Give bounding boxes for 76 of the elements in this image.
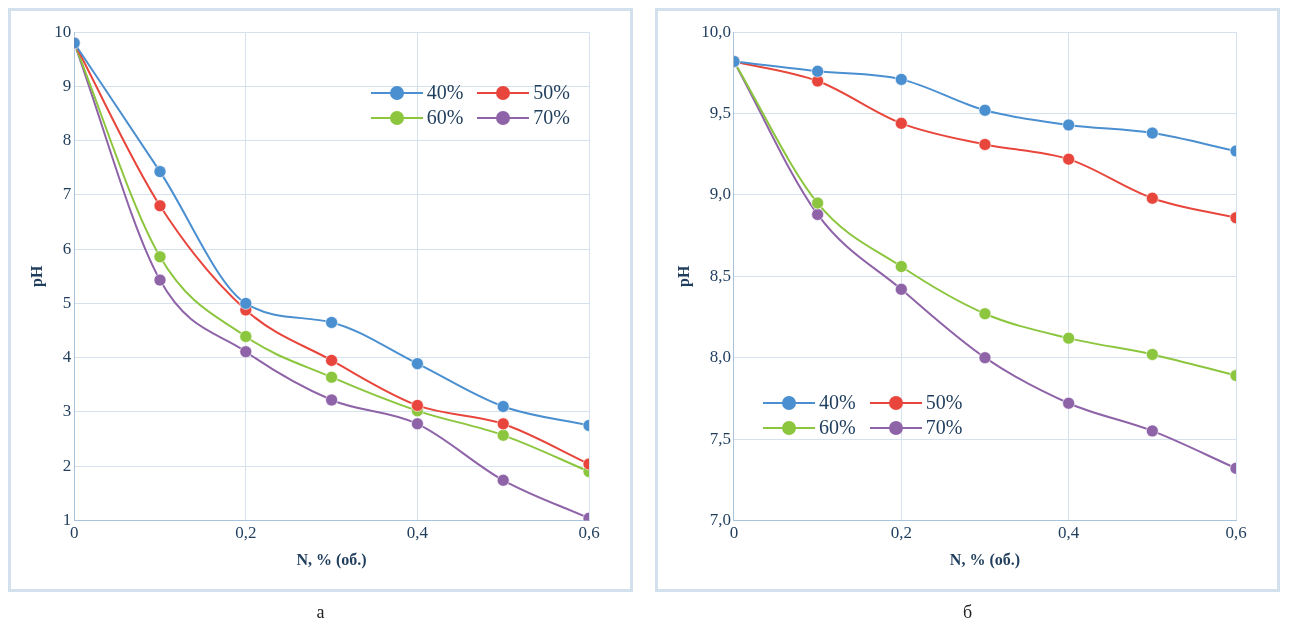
point [496, 428, 510, 442]
y-tick-label: 8,0 [709, 347, 731, 367]
point [239, 296, 253, 310]
x-tick-label: 0 [69, 523, 79, 543]
x-tick-label: 0 [729, 523, 739, 543]
y-tick-label: 10 [54, 21, 72, 41]
y-tick-label: 8 [62, 130, 72, 150]
point [153, 273, 167, 287]
point [239, 330, 253, 344]
point [153, 250, 167, 264]
x-tick-label: 0,4 [406, 523, 429, 543]
y-tick-label: 6 [62, 238, 72, 258]
point [1062, 118, 1076, 132]
y-tick-label: 7,0 [709, 509, 731, 529]
x-tick-label: 0,2 [235, 523, 257, 543]
point [410, 398, 424, 412]
y-tick-label: 3 [62, 401, 72, 421]
point [978, 103, 992, 117]
x-tick-label: 0,6 [1225, 523, 1247, 543]
x-axis-title: N, % (об.) [296, 550, 367, 569]
point [1062, 152, 1076, 166]
y-axis-title: pH [674, 265, 693, 287]
y-tick-label: 5 [62, 292, 72, 312]
point [325, 353, 339, 367]
point [978, 351, 992, 365]
legend-label: 60% [426, 106, 464, 129]
legend-label: 60% [819, 416, 856, 439]
y-tick-label: 9 [62, 75, 72, 95]
point [811, 64, 825, 78]
point [153, 165, 167, 179]
y-tick-label: 2 [62, 455, 72, 475]
x-axis-title: N, % (об.) [949, 550, 1021, 569]
point [1062, 396, 1076, 410]
point [153, 199, 167, 213]
point [978, 307, 992, 321]
x-tick-label: 0,4 [1058, 523, 1080, 543]
point [325, 370, 339, 384]
y-tick-label: 4 [62, 347, 72, 367]
y-tick-label: 1 [62, 509, 72, 529]
point [410, 417, 424, 431]
point [496, 417, 510, 431]
point [1062, 331, 1076, 345]
point [410, 357, 424, 371]
point [894, 72, 908, 86]
y-tick-label: 10,0 [701, 21, 731, 41]
x-tick-label: 0,6 [578, 523, 600, 543]
point [894, 282, 908, 296]
y-tick-label: 9,0 [709, 184, 731, 204]
point [811, 207, 825, 221]
point [978, 137, 992, 151]
x-tick-label: 0,2 [890, 523, 912, 543]
y-tick-label: 8,5 [709, 265, 731, 285]
point [1145, 347, 1159, 361]
legend-label: 70% [533, 106, 570, 129]
point [239, 345, 253, 359]
point [894, 116, 908, 130]
point [325, 393, 339, 407]
legend-label: 70% [925, 416, 963, 439]
point [1145, 191, 1159, 205]
point [1145, 126, 1159, 140]
point [1145, 424, 1159, 438]
point [496, 399, 510, 413]
point [811, 196, 825, 210]
legend-label: 50% [925, 391, 963, 414]
legend-label: 40% [819, 391, 856, 414]
point [894, 260, 908, 274]
y-tick-label: 7,5 [709, 428, 731, 448]
point [325, 315, 339, 329]
y-tick-label: 9,5 [709, 103, 731, 123]
y-axis-title: pH [27, 265, 46, 287]
text: а [315, 602, 326, 623]
text: б [961, 602, 974, 623]
legend-label: 40% [426, 81, 464, 104]
legend-label: 50% [533, 81, 570, 104]
y-tick-label: 7 [62, 184, 72, 204]
point [496, 473, 510, 487]
